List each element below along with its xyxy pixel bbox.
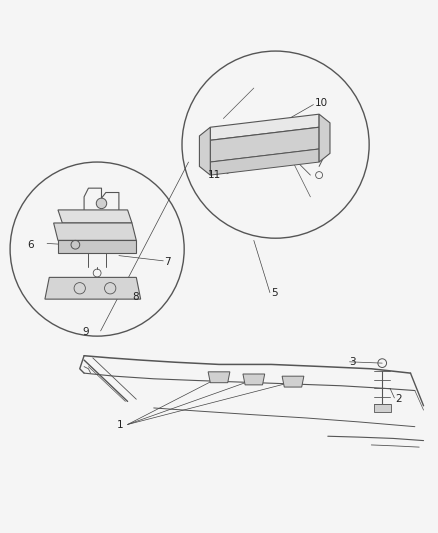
Text: 3: 3 xyxy=(350,357,356,367)
Polygon shape xyxy=(208,372,230,383)
Polygon shape xyxy=(210,114,319,140)
Circle shape xyxy=(10,162,184,336)
Polygon shape xyxy=(58,210,132,223)
Text: 2: 2 xyxy=(395,394,402,404)
Text: 1: 1 xyxy=(117,421,124,430)
Bar xyxy=(374,405,391,413)
Polygon shape xyxy=(53,223,136,240)
Text: 7: 7 xyxy=(165,257,171,267)
Text: 8: 8 xyxy=(132,292,138,302)
Polygon shape xyxy=(210,149,319,175)
Text: 10: 10 xyxy=(315,98,328,108)
Polygon shape xyxy=(319,114,330,162)
Circle shape xyxy=(182,51,369,238)
Polygon shape xyxy=(243,374,265,385)
Polygon shape xyxy=(282,376,304,387)
Text: 5: 5 xyxy=(271,288,278,297)
Polygon shape xyxy=(210,127,319,162)
Text: 9: 9 xyxy=(82,327,88,337)
Polygon shape xyxy=(199,127,210,175)
Polygon shape xyxy=(45,277,141,299)
Text: 6: 6 xyxy=(28,240,34,250)
Circle shape xyxy=(96,198,107,208)
Text: 11: 11 xyxy=(208,170,221,180)
Polygon shape xyxy=(58,240,136,254)
